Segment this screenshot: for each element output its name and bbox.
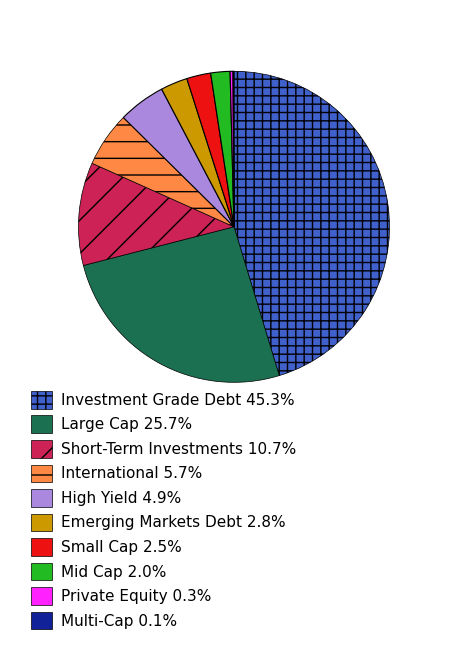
Wedge shape <box>161 78 234 227</box>
Wedge shape <box>234 71 389 376</box>
Wedge shape <box>233 71 234 227</box>
Wedge shape <box>230 71 234 227</box>
Wedge shape <box>83 227 279 382</box>
Wedge shape <box>187 73 234 227</box>
Legend: Investment Grade Debt 45.3%, Large Cap 25.7%, Short-Term Investments 10.7%, Inte: Investment Grade Debt 45.3%, Large Cap 2… <box>26 386 301 634</box>
Wedge shape <box>124 89 234 227</box>
Wedge shape <box>92 117 234 227</box>
Wedge shape <box>211 71 234 227</box>
Wedge shape <box>79 163 234 266</box>
